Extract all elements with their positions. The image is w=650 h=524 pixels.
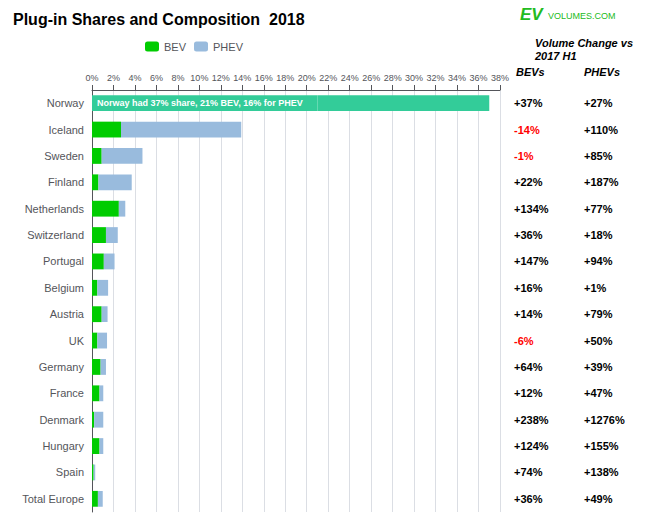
svg-text:16%: 16%	[255, 73, 273, 83]
svg-text:30%: 30%	[405, 73, 423, 83]
svg-text:+155%: +155%	[584, 440, 619, 452]
svg-text:26%: 26%	[362, 73, 380, 83]
svg-text:+37%: +37%	[514, 97, 543, 109]
svg-text:+12%: +12%	[514, 387, 543, 399]
svg-text:BEVs: BEVs	[516, 66, 545, 78]
svg-text:Germany: Germany	[39, 361, 85, 373]
svg-text:+138%: +138%	[584, 466, 619, 478]
svg-text:22%: 22%	[319, 73, 337, 83]
svg-text:32%: 32%	[427, 73, 445, 83]
svg-text:+74%: +74%	[514, 466, 543, 478]
svg-text:12%: 12%	[212, 73, 230, 83]
svg-text:-14%: -14%	[514, 124, 540, 136]
svg-text:UK: UK	[69, 335, 85, 347]
svg-text:2017 H1: 2017 H1	[534, 50, 577, 62]
svg-text:PHEVs: PHEVs	[584, 66, 620, 78]
svg-text:Iceland: Iceland	[49, 124, 84, 136]
svg-text:+124%: +124%	[514, 440, 549, 452]
svg-text:Norway: Norway	[47, 97, 85, 109]
svg-text:0%: 0%	[85, 73, 98, 83]
svg-text:Portugal: Portugal	[43, 255, 84, 267]
svg-text:20%: 20%	[298, 73, 316, 83]
svg-text:Sweden: Sweden	[44, 150, 84, 162]
svg-text:+187%: +187%	[584, 176, 619, 188]
svg-text:Spain: Spain	[56, 466, 84, 478]
svg-text:28%: 28%	[384, 73, 402, 83]
svg-text:+36%: +36%	[514, 229, 543, 241]
svg-text:+64%: +64%	[514, 361, 543, 373]
svg-text:Hungary: Hungary	[42, 440, 84, 452]
svg-text:14%: 14%	[233, 73, 251, 83]
svg-text:2%: 2%	[107, 73, 120, 83]
svg-text:+27%: +27%	[584, 97, 613, 109]
svg-text:Denmark: Denmark	[39, 414, 84, 426]
svg-text:France: France	[50, 387, 84, 399]
svg-text:EV: EV	[520, 5, 544, 24]
svg-text:Total Europe: Total Europe	[22, 493, 84, 505]
svg-text:+238%: +238%	[514, 414, 549, 426]
svg-text:VOLUMES.COM: VOLUMES.COM	[548, 11, 616, 21]
svg-text:+50%: +50%	[584, 335, 613, 347]
svg-text:+85%: +85%	[584, 150, 613, 162]
svg-text:+18%: +18%	[584, 229, 613, 241]
svg-text:+49%: +49%	[584, 493, 613, 505]
svg-text:4%: 4%	[128, 73, 141, 83]
svg-text:36%: 36%	[470, 73, 488, 83]
svg-text:+22%: +22%	[514, 176, 543, 188]
svg-text:34%: 34%	[448, 73, 466, 83]
svg-text:+47%: +47%	[584, 387, 613, 399]
svg-text:24%: 24%	[341, 73, 359, 83]
svg-text:Belgium: Belgium	[44, 282, 84, 294]
svg-text:8%: 8%	[171, 73, 184, 83]
svg-text:Norway had 37% share, 21% BEV,: Norway had 37% share, 21% BEV, 16% for P…	[97, 98, 303, 108]
svg-text:-6%: -6%	[514, 335, 534, 347]
svg-text:Austria: Austria	[50, 308, 85, 320]
svg-text:BEV: BEV	[164, 41, 187, 53]
svg-text:+1%: +1%	[584, 282, 607, 294]
svg-text:18%: 18%	[276, 73, 294, 83]
svg-text:+110%: +110%	[584, 124, 618, 136]
svg-text:+79%: +79%	[584, 308, 613, 320]
svg-text:Plug-in Shares and Composition: Plug-in Shares and Composition 2018	[13, 11, 305, 28]
svg-text:PHEV: PHEV	[213, 41, 244, 53]
svg-text:+1276%: +1276%	[584, 414, 625, 426]
svg-text:Switzerland: Switzerland	[27, 229, 84, 241]
svg-text:Finland: Finland	[48, 176, 84, 188]
svg-text:-1%: -1%	[514, 150, 534, 162]
svg-text:Volume Change vs: Volume Change vs	[535, 37, 633, 49]
svg-text:10%: 10%	[190, 73, 208, 83]
svg-text:Netherlands: Netherlands	[25, 203, 85, 215]
svg-text:+77%: +77%	[584, 203, 613, 215]
svg-text:+134%: +134%	[514, 203, 549, 215]
svg-text:+36%: +36%	[514, 493, 543, 505]
svg-text:+16%: +16%	[514, 282, 543, 294]
svg-text:6%: 6%	[150, 73, 163, 83]
svg-text:38%: 38%	[491, 73, 509, 83]
svg-text:+39%: +39%	[584, 361, 613, 373]
svg-text:+14%: +14%	[514, 308, 543, 320]
svg-text:+94%: +94%	[584, 255, 613, 267]
svg-text:+147%: +147%	[514, 255, 549, 267]
